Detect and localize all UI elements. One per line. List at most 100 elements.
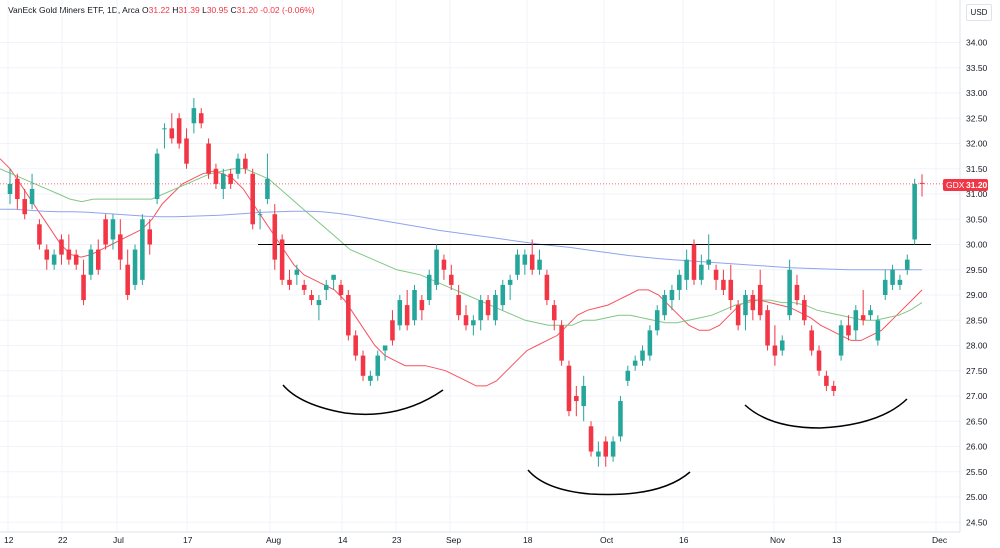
candle-down (691, 244, 697, 280)
candle-up (478, 300, 483, 321)
candle-up (905, 259, 910, 270)
candle-up (191, 108, 197, 124)
candle-up (618, 401, 623, 437)
price-tick-label: 25.00 (966, 492, 988, 502)
time-tick-label: 13 (832, 535, 842, 545)
close-label: C (230, 5, 237, 15)
candle-down (721, 279, 726, 290)
candle-up (397, 300, 403, 326)
open-value: 31.22 (148, 5, 170, 15)
price-badge: GDX 31.20 (943, 179, 988, 191)
candle-up (265, 178, 270, 200)
candle-down (551, 305, 557, 321)
price-axis[interactable]: 34.00 33.50 33.00 32.50 32.00 31.50 31.00 30.50… (0, 0, 988, 533)
chart-legend: VanEck Gold Miners ETF, 1D, Arca O31.22 … (8, 5, 315, 15)
candle-down (287, 279, 292, 285)
moving-average-line (0, 158, 923, 387)
price-tick-label: 29.00 (966, 290, 988, 300)
candle-down (463, 315, 469, 326)
candle-down (809, 330, 814, 351)
candle-up (88, 249, 94, 275)
candle-up (662, 295, 667, 316)
candle-down (272, 214, 278, 260)
candle-up (868, 310, 873, 316)
candle-down (66, 249, 72, 260)
price-tick-label: 24.50 (966, 517, 988, 527)
price-tick-label: 26.00 (966, 442, 988, 452)
candle-up (500, 284, 506, 306)
candle-up (610, 441, 616, 457)
candle-up (654, 310, 660, 331)
candle-down (147, 229, 153, 245)
candle-up (581, 385, 586, 407)
candle-down (44, 249, 50, 260)
candle-up (162, 128, 167, 130)
candle-down (59, 239, 64, 255)
candle-up (537, 259, 542, 270)
candle-down (125, 264, 130, 295)
candle-down (831, 385, 837, 391)
candle-up (779, 340, 785, 351)
candle-down (103, 219, 108, 245)
candle-up (625, 370, 631, 381)
price-tick-label: 28.50 (966, 315, 988, 325)
candle-down (757, 284, 763, 316)
candle-up (669, 289, 675, 301)
moving-average-line (0, 208, 922, 271)
candle-down (441, 259, 447, 270)
time-tick-label: Oct (600, 535, 614, 545)
candle-up (221, 173, 226, 189)
candle-up (838, 325, 844, 356)
candle-down (279, 239, 285, 280)
candles (7, 98, 925, 467)
candle-down (846, 325, 851, 336)
candle-down (750, 295, 756, 311)
time-tick-label: 16 (679, 535, 689, 545)
price-tick-label: 26.50 (966, 416, 988, 426)
candle-up (632, 360, 638, 366)
time-tick-label: 22 (58, 535, 68, 545)
candle-down (81, 274, 86, 301)
price-badge-box (943, 179, 988, 191)
symbol-title: VanEck Gold Miners ETF, 1D, Arca (8, 5, 140, 15)
candle-down (346, 295, 351, 336)
price-tick-label: 30.00 (966, 240, 988, 250)
candle-up (368, 375, 373, 381)
candle-down (544, 274, 550, 301)
time-tick-label: 17 (183, 535, 193, 545)
candle-up (677, 274, 682, 290)
candle-up (7, 183, 13, 194)
candle-down (919, 182, 925, 184)
candle-down (213, 168, 219, 184)
price-tick-label: 32.00 (966, 139, 988, 149)
price-tick-label: 33.50 (966, 63, 988, 73)
candle-down (816, 350, 822, 371)
candle-down (713, 269, 719, 280)
candle-down (390, 320, 395, 341)
moving-averages (0, 158, 923, 387)
candle-down (118, 234, 123, 260)
candle-down (485, 300, 491, 316)
moving-average-line (0, 168, 923, 326)
candle-down (456, 295, 461, 316)
candle-up (787, 269, 792, 316)
candle-up (316, 300, 322, 306)
price-tick-label: 31.00 (966, 189, 988, 199)
time-tick-label: Jul (113, 535, 124, 545)
currency-button[interactable]: USD (966, 4, 992, 21)
time-axis[interactable]: 12 22 Jul 17 Aug 14 23 Sep 18 Oct 16 Nov 13 Dec (4, 535, 948, 545)
candle-up (640, 350, 645, 361)
left-shoulder-arc (282, 384, 444, 416)
candle-down (184, 138, 189, 164)
candle-down (301, 284, 307, 290)
candle-up (522, 254, 528, 265)
price-tick-label: 33.00 (966, 88, 988, 98)
candle-down (574, 396, 579, 402)
low-label: L (202, 5, 207, 15)
price-tick-label: 32.50 (966, 113, 988, 123)
candle-up (434, 249, 439, 285)
candle-up (743, 295, 748, 316)
candle-down (588, 426, 594, 452)
candle-down (419, 300, 425, 311)
